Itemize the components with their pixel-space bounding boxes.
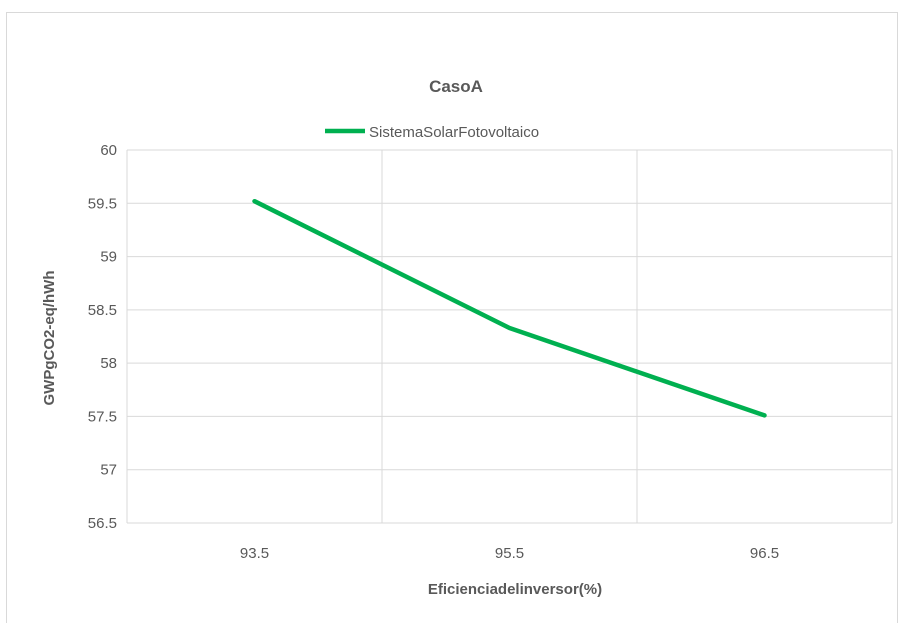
y-tick-label: 58 [100, 355, 117, 372]
series-layer [254, 201, 764, 415]
y-axis-title: GWP gCO2-eq/hWh [41, 271, 58, 406]
y-tick-label: 60 [100, 142, 117, 159]
x-tick-label: 95.5 [495, 545, 524, 562]
series-line [255, 201, 765, 415]
y-tick-label: 57 [100, 462, 117, 479]
y-tick-label: 59 [100, 249, 117, 266]
y-tick-labels: 60 59.5 59 58.5 58 57.5 57 56.5 [88, 142, 117, 532]
x-tick-label: 96.5 [750, 545, 779, 562]
y-tick-label: 59.5 [88, 195, 117, 212]
chart-title: Caso A [429, 77, 483, 96]
gridlines [127, 150, 892, 523]
legend: Sistema Solar Fotovoltaico [325, 124, 539, 141]
x-tick-labels: 93.5 95.5 96.5 [240, 545, 779, 562]
y-tick-label: 58.5 [88, 302, 117, 319]
legend-label: Sistema Solar Fotovoltaico [369, 124, 539, 141]
y-tick-label: 57.5 [88, 408, 117, 425]
y-tick-label: 56.5 [88, 515, 117, 532]
x-axis-title: Eficiencia del inversor (%) [428, 581, 602, 598]
x-tick-label: 93.5 [240, 545, 269, 562]
